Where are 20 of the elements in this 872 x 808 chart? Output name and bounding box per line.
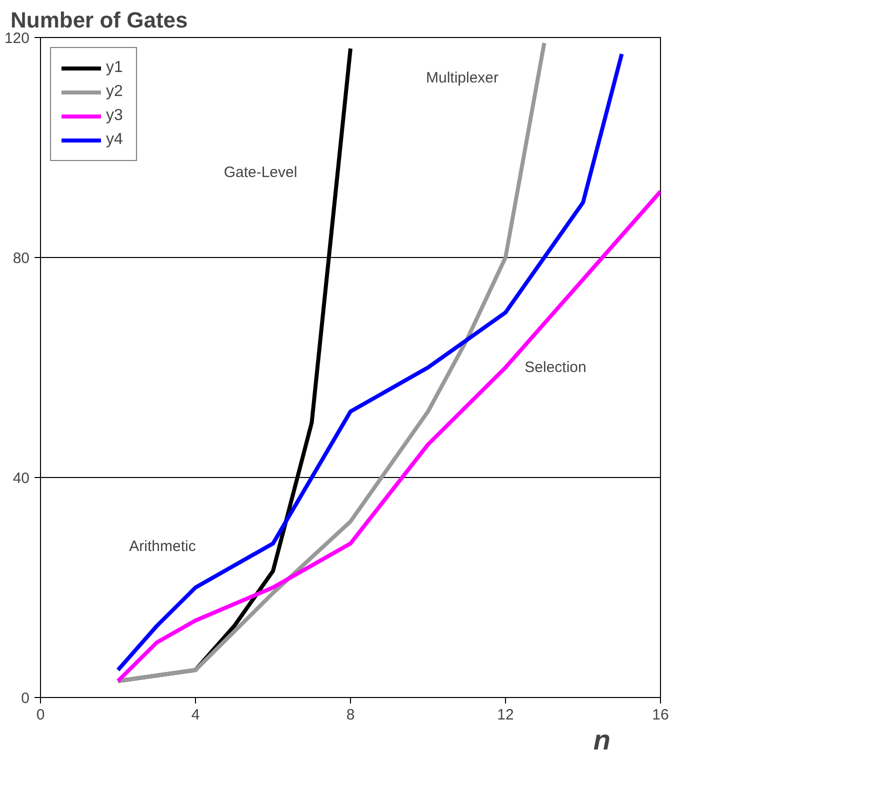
y-tick-label: 120	[4, 30, 30, 47]
legend-label: y2	[106, 83, 124, 101]
x-tick-label: 12	[497, 706, 514, 724]
legend-label: y1	[106, 59, 124, 77]
annotation: Arithmetic	[129, 538, 196, 555]
line-series	[116, 190, 660, 683]
x-tick-label: 4	[191, 706, 200, 724]
x-tick-label: 8	[346, 706, 355, 724]
annotation: Gate-Level	[224, 164, 298, 181]
legend-label: y4	[106, 131, 124, 149]
y-axis-title: Number of Gates	[10, 8, 188, 32]
y-tick-label: 0	[21, 690, 30, 707]
x-tick-label: 16	[652, 706, 669, 724]
annotation: Selection	[524, 359, 586, 376]
y-tick-label: 40	[12, 470, 30, 487]
y-tick-label: 80	[12, 250, 30, 267]
legend-label: y3	[106, 107, 124, 125]
annotation: Multiplexer	[426, 70, 499, 86]
x-axis-title: n	[593, 724, 611, 756]
x-tick-label: 0	[36, 706, 45, 724]
